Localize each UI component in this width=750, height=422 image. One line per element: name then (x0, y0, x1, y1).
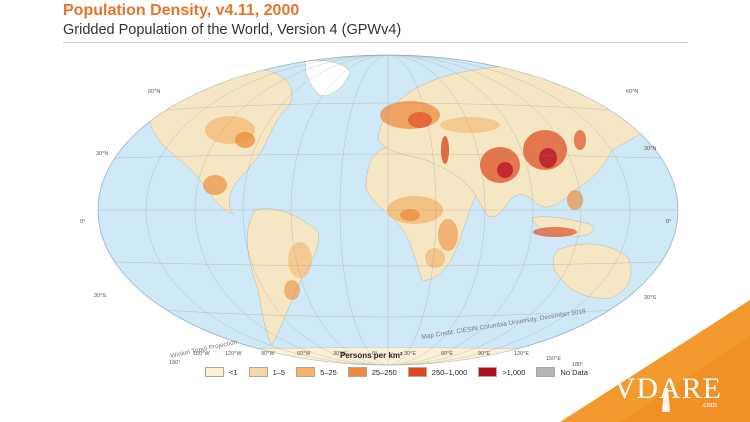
lon-label: 180° (169, 360, 180, 366)
legend-label: 25–250 (371, 367, 397, 377)
australia (552, 243, 632, 299)
legend-swatch (478, 367, 498, 377)
legend-swatch (296, 367, 316, 377)
legend: <1 1–5 5–25 25–250 250–1,000 >1,000 No D… (205, 365, 599, 379)
legend-swatch (536, 367, 556, 377)
legend-item: 25–250 (347, 367, 397, 377)
legend-label: No Data (560, 367, 588, 377)
legend-swatch (205, 367, 224, 377)
logo-text: VDARE (613, 372, 722, 405)
lon-label: 180° (572, 362, 583, 368)
lat-label: 60°N (148, 89, 160, 95)
legend-swatch (347, 367, 367, 377)
header-divider (63, 42, 687, 43)
page-title: Population Density, v4.11, 2000 (63, 2, 300, 19)
graticule (98, 55, 678, 365)
legend-label: 5–25 (320, 367, 337, 377)
longitude-labels: 180° 150°W 120°W 90°W 60°W 30°W 0° 30°E … (169, 351, 583, 368)
legend-title: Persons per km² (340, 351, 403, 360)
lat-label: 0° (666, 219, 671, 225)
lon-label: 120°E (514, 351, 529, 357)
lon-label: 60°W (297, 351, 311, 357)
lat-label: 30°S (94, 293, 106, 299)
lon-label: 0° (372, 351, 377, 357)
lat-label: 30°S (644, 295, 656, 301)
lon-label: 90°E (478, 351, 490, 357)
legend-label: 250–1,000 (431, 367, 468, 377)
lat-label: 0° (80, 219, 85, 225)
lon-label: 120°W (225, 351, 242, 357)
lat-label: 30°N (96, 151, 108, 157)
latitude-labels: 60°N 30°N 0° 30°S 60°N 30°N 0° 30°S (80, 89, 671, 301)
lat-label: 30°N (644, 146, 656, 152)
lon-label: 90°W (261, 351, 275, 357)
page-subtitle: Gridded Population of the World, Version… (63, 22, 402, 38)
lat-label: 60°N (626, 89, 638, 95)
legend-item: No Data (536, 367, 588, 377)
legend-item: <1 (205, 367, 238, 377)
legend-item: 1–5 (248, 367, 286, 377)
legend-swatch (407, 367, 427, 377)
lon-label: 30°E (404, 351, 416, 357)
lon-label: 150°W (193, 351, 210, 357)
legend-item: >1,000 (478, 367, 525, 377)
vdare-logo-banner (560, 300, 750, 422)
lon-label: 30°W (333, 351, 347, 357)
header: Population Density, v4.11, 2000 Gridded … (0, 0, 750, 48)
legend-label: <1 (229, 367, 238, 377)
legend-label: >1,000 (502, 367, 526, 377)
logo-suffix: .com (701, 400, 717, 409)
legend-item: 5–25 (296, 367, 337, 377)
lon-label: 60°E (441, 351, 453, 357)
legend-swatch (248, 367, 268, 377)
legend-label: 1–5 (272, 367, 286, 377)
lighthouse-icon (662, 388, 670, 412)
legend-item: 250–1,000 (407, 367, 468, 377)
lon-label: 150°E (546, 356, 561, 362)
density-overlay (203, 101, 586, 300)
